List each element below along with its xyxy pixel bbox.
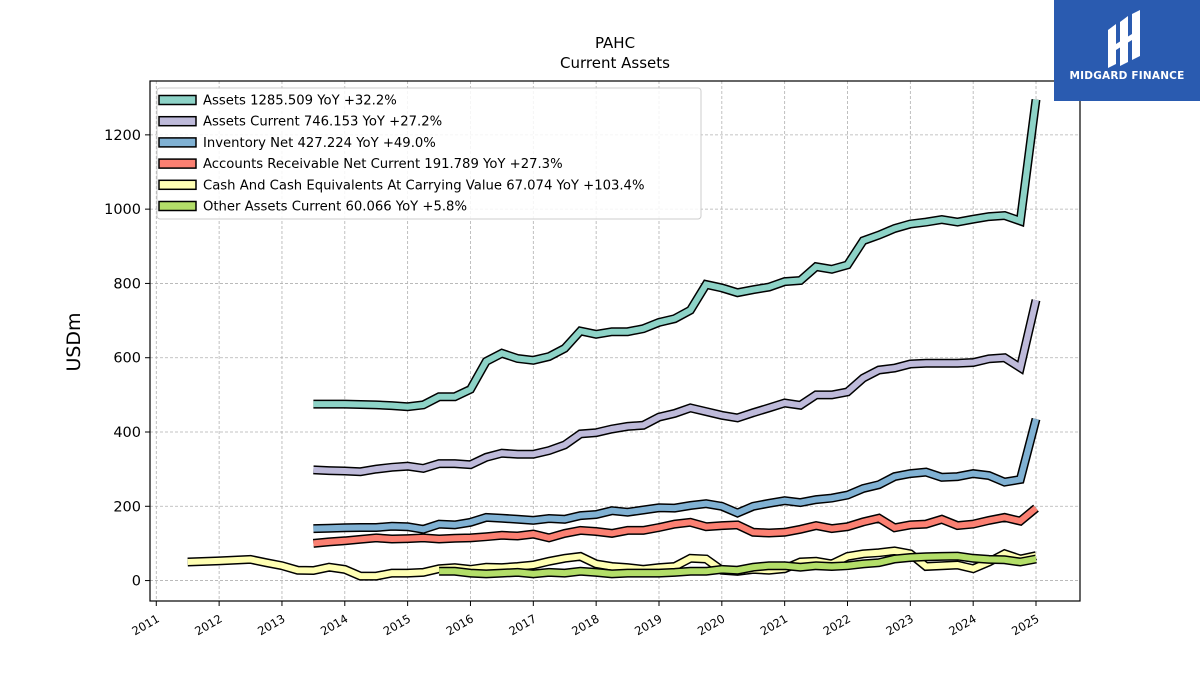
series-stroke (313, 299, 1039, 475)
x-tick-label: 2014 (318, 611, 350, 638)
logo-text: MIDGARD FINANCE (1069, 70, 1185, 82)
x-tick-label: 2021 (758, 611, 790, 638)
y-tick-label: 1000 (104, 202, 141, 218)
series-stroke (313, 99, 1039, 410)
x-tick-label: 2019 (632, 611, 664, 638)
series-stroke (313, 418, 1039, 533)
series-line-3 (312, 504, 1039, 548)
series-line-2 (313, 417, 1041, 534)
series-group (187, 99, 1041, 581)
legend-label: Assets Current 746.153 YoY +27.2% (203, 115, 442, 130)
logo-mark-icon (1108, 10, 1140, 68)
series-outline (313, 299, 1041, 477)
chart-subtitle: Current Assets (560, 54, 670, 72)
legend-swatch (158, 94, 197, 106)
legend: Assets 1285.509 YoY +32.2% Assets Current… (156, 87, 702, 220)
legend-label: Other Assets Current 60.066 YoY +5.8% (203, 200, 467, 215)
series-stroke (439, 553, 1037, 577)
legend-label: Cash And Cash Equivalents At Carrying Va… (203, 178, 644, 193)
plot-frame (149, 80, 1081, 602)
x-tick-label: 2024 (946, 611, 978, 638)
x-tick-label: 2013 (255, 611, 287, 638)
brand-logo: MIDGARD FINANCE (1054, 0, 1200, 101)
x-tick-label: 2015 (381, 611, 413, 638)
x-tick-label: 2022 (821, 611, 853, 638)
series-line-5 (439, 551, 1037, 579)
chart-title: PAHC (595, 34, 635, 52)
y-tick-label: 1200 (104, 128, 141, 144)
legend-swatch (158, 200, 197, 212)
x-tick-label: 2017 (506, 611, 538, 638)
series-stroke (187, 547, 1037, 580)
legend-label: Assets 1285.509 YoY +32.2% (203, 94, 397, 109)
legend-swatch (158, 137, 197, 148)
x-tick-label: 2012 (192, 611, 224, 638)
x-tick-label: 2011 (129, 611, 161, 638)
series-line-4 (187, 546, 1037, 581)
legend-label: Inventory Net 427.224 YoY +49.0% (203, 136, 436, 151)
x-tick-label: 2016 (444, 611, 476, 638)
legend-swatch (158, 158, 197, 169)
series-stroke (313, 505, 1038, 547)
legend-label: Accounts Receivable Net Current 191.789 … (203, 157, 563, 172)
y-tick-label: 600 (113, 351, 141, 367)
y-tick-label: 0 (132, 574, 141, 590)
x-tick-label: 2020 (695, 611, 727, 638)
x-tick-label: 2025 (1009, 611, 1041, 638)
legend-swatch (158, 179, 197, 191)
x-tick-label: 2023 (883, 611, 915, 638)
y-tick-label: 200 (113, 499, 141, 515)
x-axis-ticks: 2011 2012 2013 2014 2015 2016 2017 2018 2019 2020… (129, 601, 1042, 638)
legend-box (156, 87, 702, 220)
y-axis-ticks: 0 200 400 600 800 1000 1200 (104, 128, 150, 590)
y-axis-label: USDm (63, 312, 85, 371)
series-line-1 (313, 299, 1041, 477)
legend-swatch (158, 115, 197, 127)
x-tick-label: 2018 (569, 611, 601, 638)
y-tick-label: 800 (113, 276, 141, 292)
series-line-0 (313, 99, 1041, 412)
y-tick-label: 400 (113, 425, 141, 441)
